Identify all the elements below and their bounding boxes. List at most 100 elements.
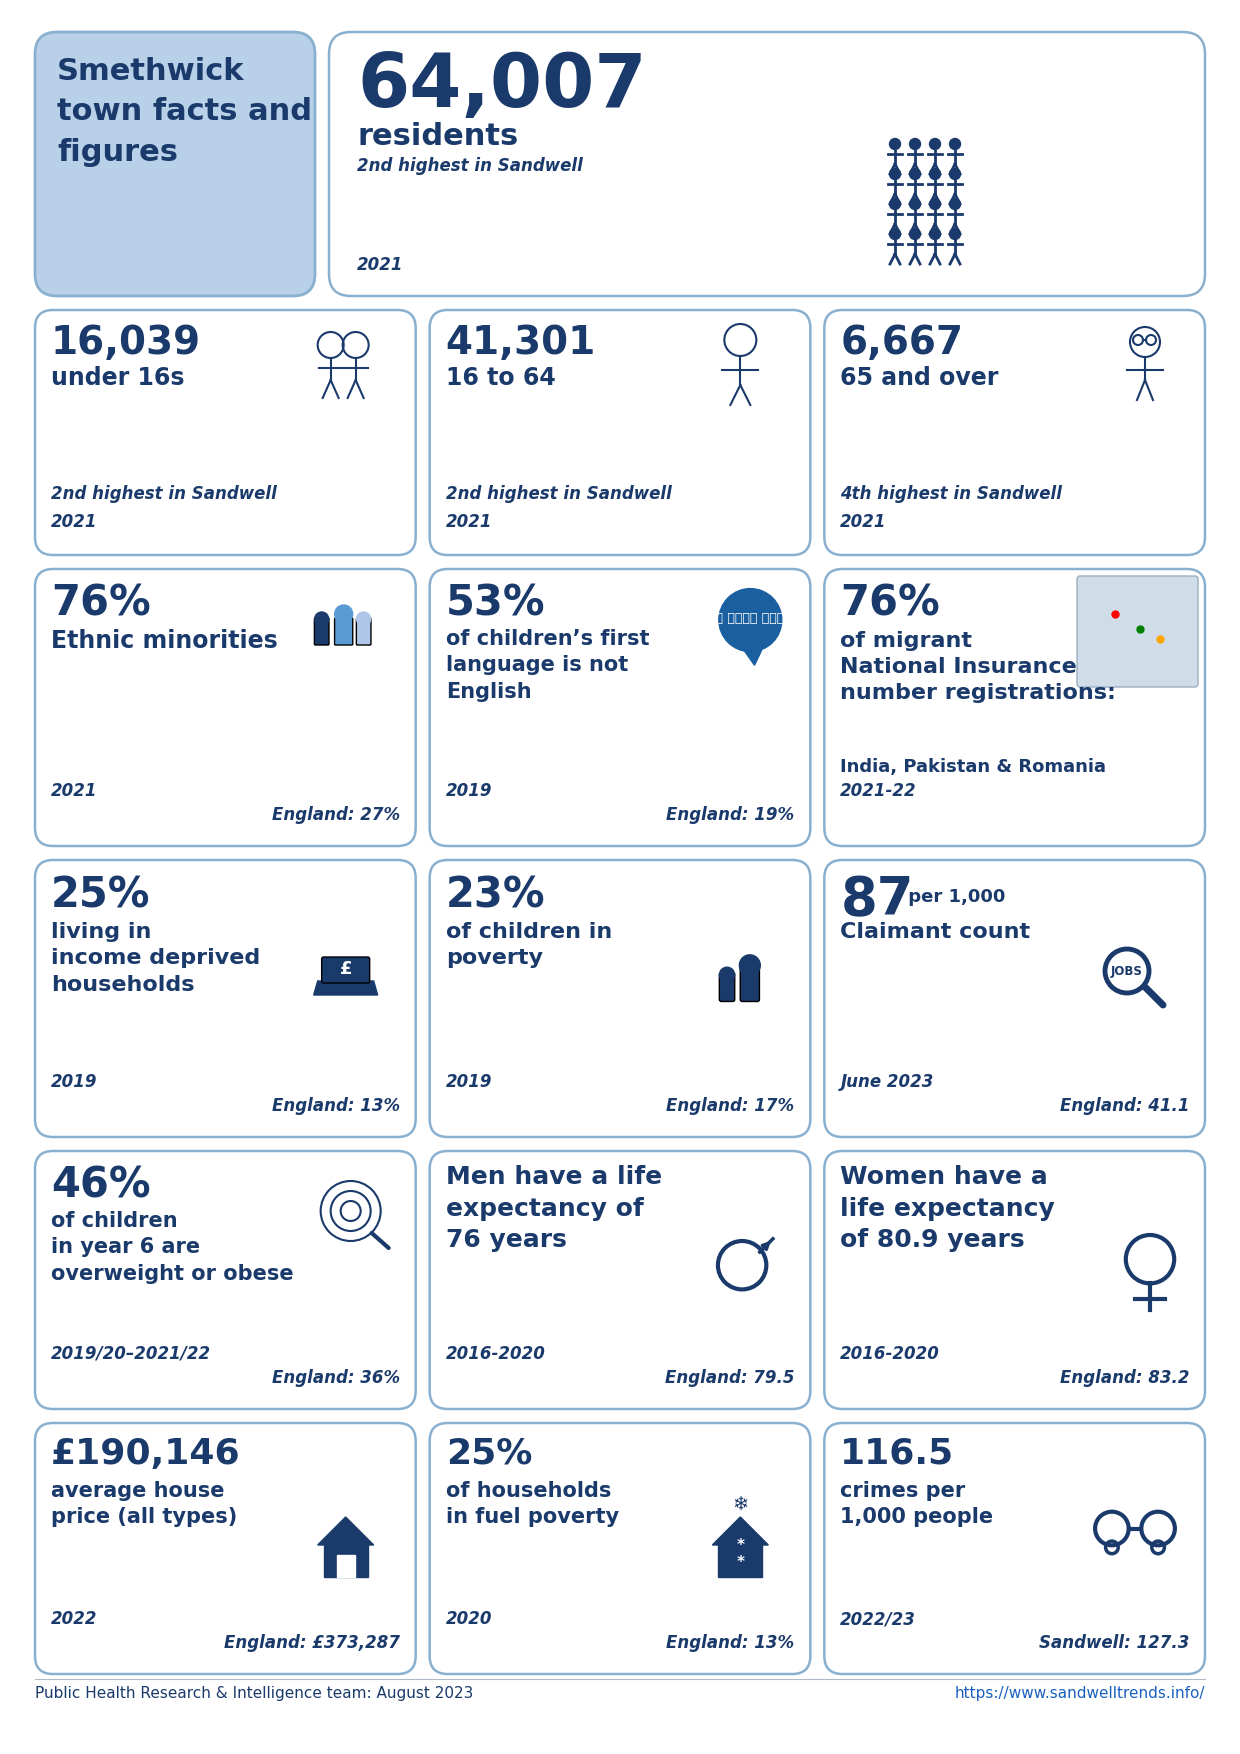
Text: Women have a
life expectancy
of 80.9 years: Women have a life expectancy of 80.9 yea… [841, 1165, 1055, 1252]
Text: per 1,000: per 1,000 [903, 888, 1006, 907]
Bar [337, 1556, 355, 1577]
Circle shape [315, 612, 329, 626]
Circle shape [739, 954, 760, 975]
Text: 2021: 2021 [841, 512, 887, 531]
Text: 25%: 25% [51, 873, 150, 916]
FancyBboxPatch shape [430, 859, 810, 1137]
Text: 2019/20–2021/22: 2019/20–2021/22 [51, 1345, 211, 1363]
FancyBboxPatch shape [430, 1422, 810, 1673]
Text: 2022: 2022 [51, 1610, 98, 1628]
Text: 2021: 2021 [445, 512, 492, 531]
Text: 64,007: 64,007 [357, 51, 646, 123]
Circle shape [889, 228, 900, 240]
FancyBboxPatch shape [825, 1422, 1205, 1673]
Circle shape [930, 168, 940, 179]
Text: National Insurance: National Insurance [841, 658, 1078, 677]
Circle shape [950, 198, 961, 209]
Text: 53%: 53% [445, 582, 546, 624]
Text: Claimant count: Claimant count [841, 923, 1030, 942]
Text: residents: residents [357, 123, 518, 151]
Text: £: £ [340, 959, 352, 979]
FancyBboxPatch shape [356, 617, 371, 645]
Polygon shape [317, 1517, 373, 1545]
Text: 41,301: 41,301 [445, 324, 596, 361]
Text: June 2023: June 2023 [841, 1073, 934, 1091]
Text: England: 79.5: England: 79.5 [665, 1370, 795, 1387]
Text: England: 83.2: England: 83.2 [1059, 1370, 1189, 1387]
Text: 16 to 64: 16 to 64 [445, 367, 556, 389]
Text: England: 36%: England: 36% [272, 1370, 399, 1387]
Text: 2019: 2019 [51, 1073, 98, 1091]
FancyBboxPatch shape [35, 32, 315, 296]
FancyBboxPatch shape [35, 310, 415, 554]
Circle shape [909, 168, 920, 179]
Circle shape [719, 966, 734, 982]
Text: England: 13%: England: 13% [272, 1096, 399, 1116]
Text: https://www.sandwelltrends.info/: https://www.sandwelltrends.info/ [955, 1686, 1205, 1701]
FancyBboxPatch shape [35, 568, 415, 845]
FancyBboxPatch shape [430, 310, 810, 554]
Text: *
*: * * [737, 1538, 744, 1570]
Text: number registrations:: number registrations: [841, 682, 1116, 703]
Bar [718, 1545, 763, 1577]
Text: 65 and over: 65 and over [841, 367, 998, 389]
Circle shape [909, 228, 920, 240]
Text: England: 27%: England: 27% [272, 807, 399, 824]
Text: England: 41.1: England: 41.1 [1059, 1096, 1189, 1116]
Text: 2016-2020: 2016-2020 [841, 1345, 940, 1363]
Text: £190,146: £190,146 [51, 1437, 241, 1472]
Text: 2019: 2019 [445, 782, 492, 800]
Text: 6,667: 6,667 [841, 324, 963, 361]
Text: 2021: 2021 [357, 256, 403, 274]
Polygon shape [742, 647, 763, 665]
Circle shape [930, 228, 940, 240]
Text: 23%: 23% [445, 873, 546, 916]
Text: Smethwick
town facts and
figures: Smethwick town facts and figures [57, 56, 312, 167]
Circle shape [889, 139, 900, 149]
Text: 2nd highest in Sandwell: 2nd highest in Sandwell [445, 486, 672, 503]
FancyBboxPatch shape [35, 1151, 415, 1408]
Text: living in
income deprived
households: living in income deprived households [51, 923, 260, 995]
FancyBboxPatch shape [35, 1422, 415, 1673]
Circle shape [950, 228, 961, 240]
Text: ਸਤ ਸ੍ਰੀ ਅਕਾਲ: ਸਤ ਸ੍ਰੀ ਅਕਾਲ [708, 612, 792, 624]
Circle shape [909, 139, 920, 149]
Text: 2021: 2021 [51, 782, 98, 800]
Circle shape [950, 139, 961, 149]
Text: 16,039: 16,039 [51, 324, 201, 361]
Text: average house
price (all types): average house price (all types) [51, 1480, 237, 1528]
Circle shape [889, 168, 900, 179]
Text: 2nd highest in Sandwell: 2nd highest in Sandwell [357, 158, 583, 175]
Bar [324, 1545, 368, 1577]
FancyBboxPatch shape [825, 568, 1205, 845]
Text: 76%: 76% [841, 582, 940, 624]
Polygon shape [712, 1517, 769, 1545]
Polygon shape [314, 980, 378, 995]
Circle shape [889, 198, 900, 209]
Text: 2019: 2019 [445, 1073, 492, 1091]
Text: JOBS: JOBS [1111, 965, 1143, 977]
Circle shape [335, 605, 352, 623]
Text: England: 19%: England: 19% [666, 807, 795, 824]
Circle shape [357, 612, 371, 626]
FancyBboxPatch shape [825, 859, 1205, 1137]
Text: 4th highest in Sandwell: 4th highest in Sandwell [841, 486, 1063, 503]
Text: 25%: 25% [445, 1437, 532, 1472]
Text: 87: 87 [841, 873, 914, 926]
FancyBboxPatch shape [329, 32, 1205, 296]
Circle shape [950, 168, 961, 179]
Text: 2022/23: 2022/23 [841, 1610, 916, 1628]
Text: England: £373,287: England: £373,287 [223, 1635, 399, 1652]
FancyBboxPatch shape [321, 958, 370, 982]
FancyBboxPatch shape [825, 310, 1205, 554]
Text: Sandwell: 127.3: Sandwell: 127.3 [1039, 1635, 1189, 1652]
FancyBboxPatch shape [740, 965, 759, 1002]
FancyBboxPatch shape [719, 973, 735, 1002]
Text: of children in
poverty: of children in poverty [445, 923, 611, 968]
Text: England: 17%: England: 17% [666, 1096, 795, 1116]
Text: 2020: 2020 [445, 1610, 492, 1628]
FancyBboxPatch shape [825, 1151, 1205, 1408]
Text: 2016-2020: 2016-2020 [445, 1345, 546, 1363]
FancyBboxPatch shape [315, 617, 329, 645]
Text: of migrant: of migrant [841, 631, 972, 651]
